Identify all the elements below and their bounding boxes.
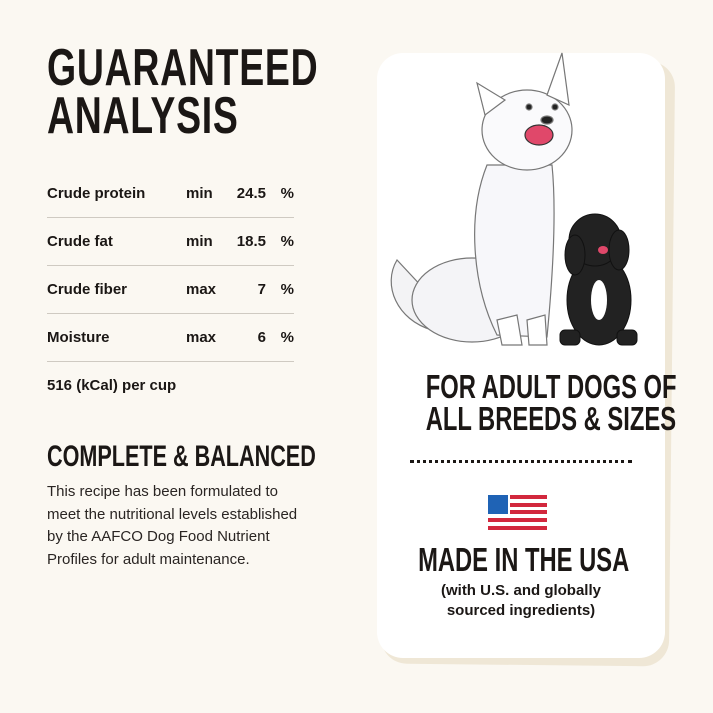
- nutrient-value: 18.5: [236, 233, 266, 250]
- nutrient-qualifier: min: [186, 233, 213, 250]
- made-in-usa-heading: MADE IN THE USA: [377, 541, 665, 579]
- nutrient-qualifier: min: [186, 185, 213, 202]
- adult-line-2: ALL BREEDS & SIZES: [425, 400, 677, 437]
- nutrient-name: Crude fiber: [47, 281, 128, 298]
- info-card: FOR ADULT DOGS OF ALL BREEDS & SIZES MAD…: [377, 52, 677, 658]
- adult-dogs-label: FOR ADULT DOGS OF ALL BREEDS & SIZES: [377, 370, 677, 435]
- table-row: Crude protein min 24.5 %: [47, 170, 294, 218]
- title-line-2: ANALYSIS: [47, 87, 239, 145]
- nutrient-name: Moisture: [47, 329, 110, 346]
- title-line-1: GUARANTEED: [47, 39, 319, 97]
- nutrient-value: 24.5: [236, 185, 266, 202]
- page-title: GUARANTEED ANALYSIS: [47, 39, 424, 145]
- complete-balanced-text: This recipe has been formulated to meet …: [47, 483, 298, 568]
- subtext-line-1: (with U.S. and globally: [440, 582, 601, 599]
- nutrient-qualifier: max: [186, 281, 217, 298]
- complete-balanced-heading: COMPLETE & BALANCED: [47, 440, 420, 474]
- subtext-line-2: sourced ingredients): [446, 602, 596, 619]
- nutrient-name: Crude protein: [47, 185, 146, 202]
- nutrient-name: Crude fat: [47, 233, 113, 250]
- nutrient-unit: %: [280, 233, 294, 250]
- dogs-illustration: [390, 52, 638, 346]
- table-row: Crude fat min 18.5 %: [47, 218, 294, 266]
- nutrient-unit: %: [280, 185, 294, 202]
- adult-line-1: FOR ADULT DOGS OF: [425, 368, 677, 405]
- nutrient-unit: %: [280, 281, 294, 298]
- dotted-divider: [410, 460, 632, 463]
- nutrient-qualifier: max: [186, 329, 217, 346]
- made-in-usa-text: MADE IN THE USA: [418, 541, 630, 578]
- nutrient-value: 6: [257, 329, 266, 346]
- calories-per-cup: 516 (kCal) per cup: [47, 377, 177, 394]
- table-row: Crude fiber max 7 %: [47, 266, 294, 314]
- complete-balanced-title: COMPLETE & BALANCED: [47, 440, 316, 473]
- analysis-table: Crude protein min 24.5 % Crude fat min 1…: [47, 170, 294, 362]
- nutrient-unit: %: [280, 329, 294, 346]
- us-flag-icon: [488, 495, 547, 530]
- table-row: Moisture max 6 %: [47, 314, 294, 362]
- made-in-usa-subtext: (with U.S. and globally sourced ingredie…: [377, 581, 665, 621]
- nutrient-value: 7: [257, 281, 266, 298]
